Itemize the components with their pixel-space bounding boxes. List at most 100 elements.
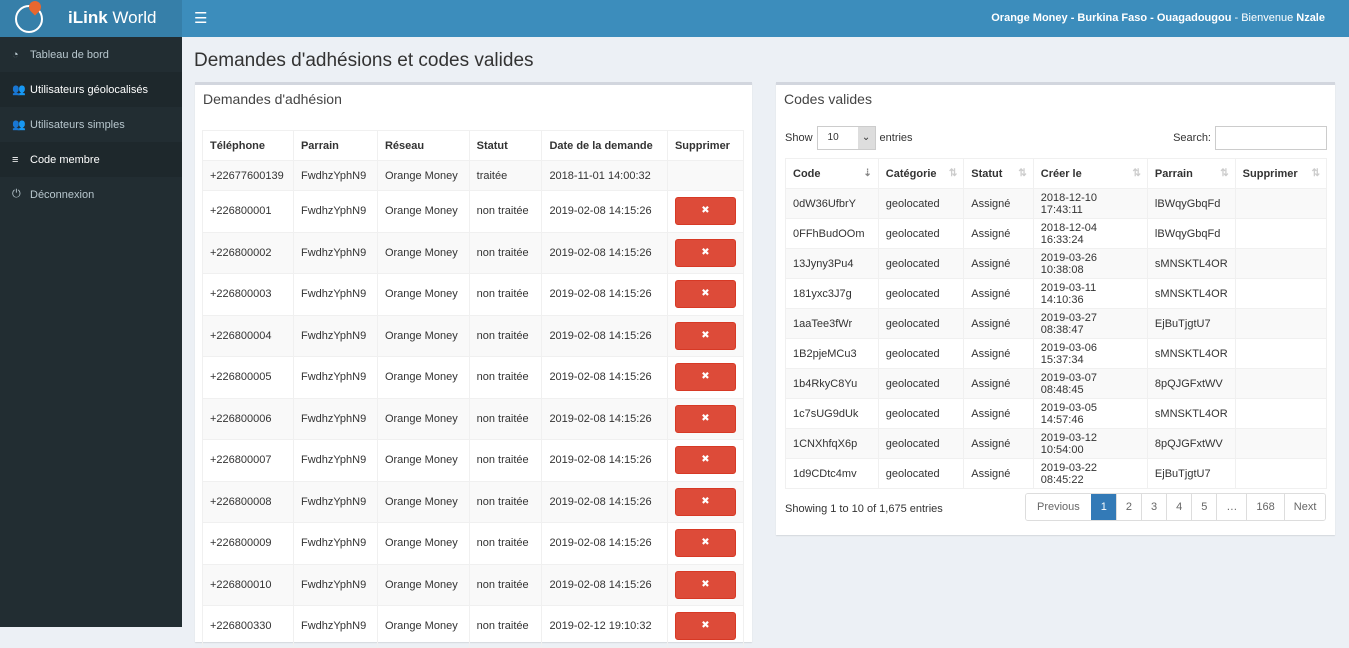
sidebar-item-member-code[interactable]: ≡ Code membre (0, 142, 182, 177)
table-cell: 181yxc3J7g (785, 278, 879, 309)
page-length-select[interactable]: 10 ⌄ (816, 126, 876, 150)
table-row: +226800004 FwdhzYphN9 Orange Money non trai… (202, 314, 745, 357)
delete-cell (666, 160, 745, 191)
welcome-label: - Bienvenue (1231, 12, 1297, 24)
page-button[interactable]: 1 (1090, 494, 1116, 520)
table-cell: Orange Money (376, 190, 470, 233)
sidebar: ◔ Tableau de bord 👥 Utilisateurs géolocali… (0, 37, 182, 627)
page-button[interactable]: 5 (1191, 494, 1217, 520)
close-icon: ✖ (701, 329, 710, 341)
table-cell: 2019-02-08 14:15:26 (541, 314, 668, 357)
table-cell: geolocated (877, 188, 965, 219)
table-cell: FwdhzYphN9 (292, 439, 378, 482)
sidebar-item-simple-users[interactable]: 👥 Utilisateurs simples (0, 107, 182, 142)
delete-button[interactable]: ✖ (674, 529, 736, 558)
table-cell: 2019-02-08 14:15:26 (541, 397, 668, 440)
delete-button[interactable]: ✖ (674, 404, 736, 433)
table-row: 1b4RkyC8Yu geolocated Assigné 2019-03-07 08… (785, 368, 1328, 399)
menu-toggle-icon[interactable]: ☰ (194, 10, 208, 27)
page-button[interactable]: 4 (1166, 494, 1192, 520)
table-cell: 1B2pjeMCu3 (785, 338, 879, 369)
sidebar-item-label: Déconnexion (30, 188, 95, 201)
delete-button[interactable]: ✖ (674, 363, 736, 392)
table-row: 181yxc3J7g geolocated Assigné 2019-03-11 14… (785, 278, 1328, 309)
page-length-control: Show 10 ⌄ entries (785, 126, 913, 150)
delete-button[interactable]: ✖ (674, 570, 736, 599)
table-cell: non traitée (468, 522, 543, 565)
delete-button[interactable]: ✖ (674, 612, 736, 641)
table-cell: 2019-02-08 14:15:26 (541, 231, 668, 274)
table-cell: non traitée (468, 231, 543, 274)
table-cell: 1b4RkyC8Yu (785, 368, 879, 399)
sidebar-item-logout[interactable]: ⏻ Déconnexion (0, 177, 182, 212)
page-button[interactable]: … (1216, 494, 1247, 520)
column-label: Statut (971, 167, 1003, 180)
delete-cell: ✖ (666, 314, 745, 357)
table-cell: 1d9CDtc4mv (785, 458, 879, 489)
page-button[interactable]: 2 (1115, 494, 1142, 520)
table-cell: non traitée (468, 190, 543, 233)
table-cell: FwdhzYphN9 (292, 231, 378, 274)
delete-button[interactable]: ✖ (674, 487, 736, 516)
page-button[interactable]: 3 (1141, 494, 1167, 520)
sidebar-item-dashboard[interactable]: ◔ Tableau de bord (0, 37, 182, 72)
column-header[interactable]: Créer le ⇅ (1032, 158, 1148, 189)
table-cell (1234, 248, 1328, 279)
table-cell: non traitée (468, 605, 543, 648)
page-button[interactable]: Next (1283, 494, 1326, 520)
brand-bold: iLink (68, 8, 108, 27)
logo[interactable]: iLink World (0, 0, 182, 37)
table-cell: non traitée (468, 314, 543, 357)
sort-icon: ⇅ (1018, 168, 1027, 179)
column-header[interactable]: Code ⇣ (785, 158, 879, 189)
table-cell: 1aaTee3fWr (785, 308, 879, 339)
sort-icon: ⇅ (1311, 168, 1320, 179)
table-cell: +226800006 (202, 397, 294, 440)
search-control: Search: (1173, 126, 1327, 150)
delete-button[interactable]: ✖ (674, 446, 736, 475)
table-cell: 2019-03-12 10:54:00 (1032, 428, 1148, 459)
column-label: Créer le (1040, 167, 1082, 180)
table-cell: geolocated (877, 338, 965, 369)
sidebar-item-label: Utilisateurs géolocalisés (30, 83, 148, 96)
user-name[interactable]: Nzale (1296, 12, 1325, 24)
user-info: Orange Money - Burkina Faso - Ouagadougo… (991, 12, 1325, 24)
page-button[interactable]: 168 (1246, 494, 1284, 520)
table-cell: FwdhzYphN9 (292, 273, 378, 316)
sidebar-item-geolocated-users[interactable]: 👥 Utilisateurs géolocalisés (0, 72, 182, 107)
sort-icon: ⇅ (948, 168, 958, 179)
table-cell: 1CNXhfqX6p (785, 428, 879, 459)
table-cell: 2019-03-27 08:38:47 (1032, 308, 1148, 339)
table-cell: Orange Money (376, 563, 470, 606)
delete-button[interactable]: ✖ (674, 238, 736, 267)
table-cell: Orange Money (376, 439, 470, 482)
delete-button[interactable]: ✖ (674, 280, 736, 309)
table-cell: geolocated (877, 458, 965, 489)
table-cell: 2019-02-08 14:15:26 (541, 356, 668, 399)
pagination: Previous 1 2 3 4 5… 168 Next (1025, 493, 1327, 521)
close-icon: ✖ (701, 578, 710, 590)
chevron-down-icon: ⌄ (857, 127, 875, 149)
table-cell (1234, 368, 1328, 399)
delete-button[interactable]: ✖ (674, 321, 736, 350)
close-icon: ✖ (701, 205, 710, 217)
table-cell: non traitée (468, 273, 543, 316)
table-cell: 2019-02-08 14:15:26 (541, 439, 668, 482)
table-cell: Orange Money (376, 480, 470, 523)
column-header[interactable]: Catégorie ⇅ (877, 158, 965, 189)
search-input[interactable] (1215, 126, 1327, 150)
delete-cell: ✖ (666, 605, 745, 648)
close-icon: ✖ (701, 288, 710, 300)
column-header: Supprimer (666, 130, 745, 161)
column-header[interactable]: Supprimer ⇅ (1234, 158, 1328, 189)
table-row: 1d9CDtc4mv geolocated Assigné 2019-03-22 08… (785, 458, 1328, 489)
page-button[interactable]: Previous (1026, 494, 1091, 520)
column-header[interactable]: Statut ⇅ (963, 158, 1034, 189)
table-cell: 2019-02-12 19:10:32 (541, 605, 668, 648)
table-cell: +226800001 (202, 190, 294, 233)
column-header[interactable]: Parrain ⇅ (1146, 158, 1236, 189)
delete-button[interactable]: ✖ (674, 197, 736, 226)
table-row: +226800007 FwdhzYphN9 Orange Money non trai… (202, 439, 745, 482)
column-label: Parrain (1154, 167, 1193, 180)
sort-asc-icon: ⇣ (863, 168, 872, 179)
